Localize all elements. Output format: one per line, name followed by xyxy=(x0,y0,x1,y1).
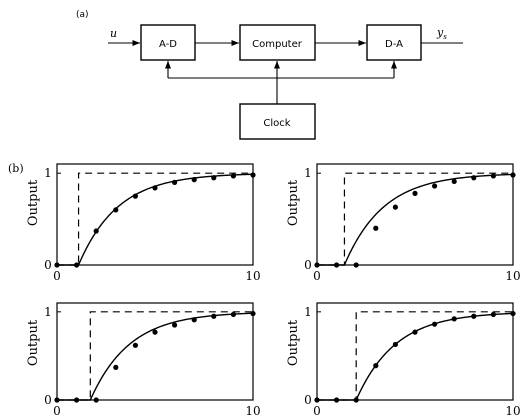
plot-top-right-sample-point-2 xyxy=(353,262,359,268)
panel-label-a: (a) xyxy=(76,10,89,20)
plot-top-left-sample-point-1 xyxy=(74,262,80,268)
plot-bottom-right-sample-point-9 xyxy=(490,311,496,318)
panel-label-b: (b) xyxy=(8,162,24,175)
plot-bottom-right-ytick-label-1: 1 xyxy=(304,305,312,319)
plot-top-left-sample-point-6 xyxy=(172,179,178,185)
plot-top-right-input-step xyxy=(317,172,513,266)
plot-top-right-sample-point-6 xyxy=(432,183,438,189)
plot-bottom-right-sample-point-5 xyxy=(412,329,418,335)
output-label: ys xyxy=(436,26,447,41)
plot-bottom-left-sample-point-1 xyxy=(74,397,80,403)
da-block-label: D-A xyxy=(385,39,403,50)
plot-top-right: Output 010 10 xyxy=(286,163,521,283)
plot-top-left-ytick-label-1: 1 xyxy=(44,166,52,180)
plot-bottom-right-sample-point-4 xyxy=(392,341,398,348)
plot-bottom-right-area: 010 10 xyxy=(304,302,521,418)
plot-top-left-sample-point-9 xyxy=(230,173,236,179)
plot-top-left-xtick-label-0: 0 xyxy=(53,269,61,283)
plot-bottom-left-sample-point-8 xyxy=(211,313,217,319)
plot-bottom-left-xtick-label-1: 10 xyxy=(245,404,260,418)
clock-block-label: Clock xyxy=(263,118,290,129)
plot-bottom-right-input-step xyxy=(317,311,513,401)
plot-top-right-sample-point-10 xyxy=(510,172,516,178)
plot-top-left-ylabel: Output xyxy=(26,179,41,226)
input-label: u xyxy=(110,27,117,40)
plot-top-right-sample-point-4 xyxy=(392,204,398,210)
plot-top-left-sample-point-3 xyxy=(113,207,119,213)
plot-bottom-left-sample-point-7 xyxy=(191,317,197,323)
plot-top-right-ytick-label-0: 0 xyxy=(304,258,312,272)
plot-top-left-response-curve xyxy=(57,173,254,266)
plot-bottom-right-sample-point-6 xyxy=(432,321,438,327)
plot-top-left-sample-point-0 xyxy=(54,262,60,268)
plot-bottom-left-sample-point-6 xyxy=(172,322,178,328)
plot-top-left-sample-point-8 xyxy=(211,175,217,181)
plot-top-right-sample-point-9 xyxy=(490,173,496,179)
plot-bottom-right-response-curve xyxy=(317,312,514,401)
plot-bottom-right: Output 010 10 xyxy=(286,302,521,418)
plot-bottom-right-sample-point-3 xyxy=(373,363,379,369)
plot-top-left-sample-point-10 xyxy=(250,172,256,178)
plot-bottom-right-frame xyxy=(316,302,514,401)
plot-top-left-sample-point-5 xyxy=(152,185,158,191)
plot-top-right-area: 010 10 xyxy=(304,163,521,283)
plot-top-right-sample-point-7 xyxy=(451,178,457,185)
plot-bottom-left-sample-point-4 xyxy=(132,342,138,348)
plot-bottom-left-xtick-label-0: 0 xyxy=(53,404,61,418)
plot-bottom-right-xtick-label-0: 0 xyxy=(313,404,321,418)
plot-bottom-left-response-curve xyxy=(57,312,254,401)
plot-bottom-left-sample-point-5 xyxy=(152,329,158,335)
plot-top-right-xtick-label-0: 0 xyxy=(313,269,321,283)
plot-bottom-left-ytick-label-1: 1 xyxy=(44,305,52,319)
plot-bottom-left-ylabel: Output xyxy=(26,319,41,366)
plot-top-left-ytick-label-0: 0 xyxy=(44,258,52,272)
ad-block-label: A-D xyxy=(159,39,177,50)
plot-top-right-frame xyxy=(316,163,514,266)
plot-bottom-right-sample-point-2 xyxy=(353,397,359,403)
plot-bottom-left-sample-point-0 xyxy=(54,397,60,403)
plot-top-left-sample-point-4 xyxy=(132,193,138,199)
plot-top-right-sample-point-5 xyxy=(412,190,418,196)
plot-bottom-right-sample-point-8 xyxy=(471,313,477,319)
plot-top-left-sample-point-2 xyxy=(93,228,99,234)
plot-top-right-sample-point-1 xyxy=(334,262,340,268)
plot-bottom-right-ytick-label-0: 0 xyxy=(304,393,312,407)
computer-block-label: Computer xyxy=(252,39,303,50)
clock-block xyxy=(239,103,316,140)
plot-top-right-ytick-label-1: 1 xyxy=(304,166,312,180)
plot-top-left-frame xyxy=(56,163,254,266)
plot-bottom-left-input-step xyxy=(57,311,253,401)
plot-bottom-right-sample-point-0 xyxy=(314,397,320,403)
plot-top-right-ylabel: Output xyxy=(286,179,301,226)
plot-bottom-left: Output 010 10 xyxy=(26,302,261,418)
plot-bottom-left-sample-point-9 xyxy=(230,311,236,318)
plot-bottom-right-xtick-label-1: 10 xyxy=(505,404,520,418)
plot-top-right-xtick-label-1: 10 xyxy=(505,269,520,283)
plot-bottom-left-frame xyxy=(56,302,254,401)
plot-bottom-left-sample-point-3 xyxy=(113,364,119,370)
plot-bottom-right-ylabel: Output xyxy=(286,319,301,366)
plot-top-left-area: 010 10 xyxy=(44,163,261,283)
plot-top-right-sample-point-0 xyxy=(314,262,320,268)
plot-top-right-sample-point-3 xyxy=(373,225,379,231)
plot-bottom-left-area: 010 10 xyxy=(44,302,261,418)
da-block xyxy=(366,24,422,61)
plot-top-right-sample-point-8 xyxy=(471,175,477,181)
plot-bottom-left-sample-point-10 xyxy=(250,310,256,317)
plot-bottom-left-ytick-label-0: 0 xyxy=(44,393,52,407)
plot-bottom-right-sample-point-7 xyxy=(451,316,457,322)
plot-top-left-sample-point-7 xyxy=(191,177,197,183)
block-diagram: (a) u A-D Computer D-A ys Clock xyxy=(76,10,463,140)
plot-bottom-right-sample-point-10 xyxy=(510,310,516,317)
plot-bottom-right-sample-point-1 xyxy=(334,397,340,403)
plot-top-left-xtick-label-1: 10 xyxy=(245,269,260,283)
plot-top-left: Output 010 10 xyxy=(26,163,261,283)
plot-top-right-response-curve xyxy=(317,173,514,266)
plot-bottom-left-sample-point-2 xyxy=(93,397,99,403)
